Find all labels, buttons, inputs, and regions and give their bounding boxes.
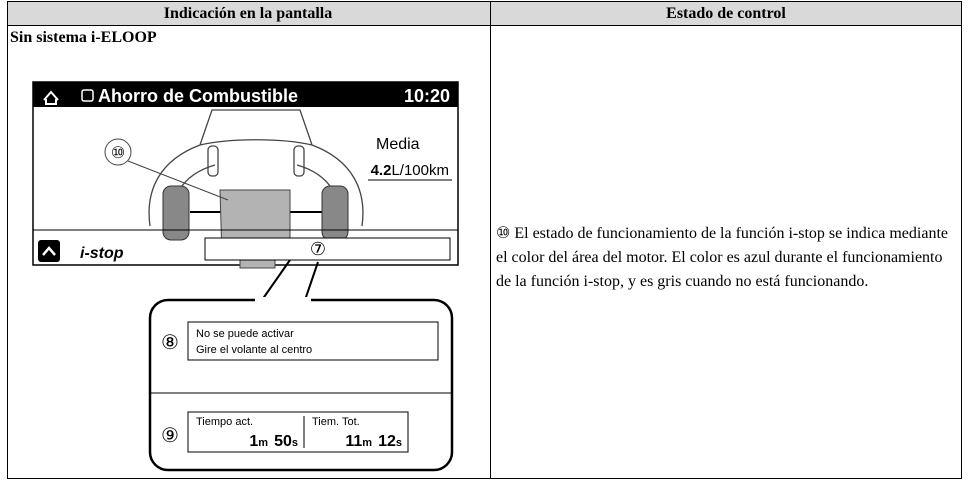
timer-value: 11m 12s [345, 433, 402, 450]
mode-label: i-stop [80, 245, 124, 262]
average-unit: L/100km [391, 162, 449, 179]
header-cell: Estado de control [666, 5, 786, 22]
timer-label: Tiem. Tot. [312, 416, 360, 428]
timer-value: 1m 50s [249, 433, 298, 450]
average-label: Media [376, 136, 420, 153]
callout: ⑦ [310, 239, 326, 259]
popup-gap [255, 297, 311, 303]
average-value: 4.2L/100km [371, 162, 449, 179]
callout: ⑩ [111, 145, 125, 162]
timer-seconds: 50 [274, 433, 292, 450]
status-box [204, 237, 451, 261]
toggle-arrow [42, 246, 56, 256]
message-box [187, 321, 439, 361]
timer-box [187, 411, 409, 453]
callout-circle [104, 138, 132, 166]
header-band [7, 1, 962, 25]
app-icon [81, 89, 94, 102]
callout: ⑧ [161, 332, 179, 354]
timer-minutes: 11 [345, 433, 362, 450]
screen-time: 10:20 [404, 86, 450, 106]
wheel [321, 185, 349, 241]
section-label: Sin sistema i-ELOOP [10, 29, 157, 46]
timer-seconds: 12 [378, 433, 396, 450]
popup-pointer [261, 259, 319, 301]
toggle-button [38, 240, 60, 262]
description-text: El estado de funcionamiento de la funció… [496, 225, 948, 290]
home-icon [43, 90, 59, 105]
screen-title: Ahorro de Combustible [98, 86, 298, 106]
header-cell: Indicación en la pantalla [164, 5, 332, 22]
screen-title-bar [33, 82, 458, 107]
message-line: No se puede activar [196, 328, 294, 340]
description-marker: ⑩ [496, 225, 511, 242]
average-number: 4.2 [371, 162, 392, 179]
timer-unit: s [292, 437, 298, 449]
description: ⑩ El estado de funcionamiento de la func… [496, 222, 958, 294]
timer-label: Tiempo act. [196, 416, 253, 428]
wheel [162, 185, 190, 241]
timer-unit: s [396, 437, 402, 449]
callout-leader [127, 160, 229, 201]
callout: ⑨ [161, 425, 179, 447]
timer-minutes: 1 [249, 433, 258, 450]
table-border [7, 1, 962, 479]
timer-unit: m [362, 437, 372, 449]
message-line: Gire el volante al centro [196, 344, 312, 356]
timer-unit: m [258, 437, 268, 449]
